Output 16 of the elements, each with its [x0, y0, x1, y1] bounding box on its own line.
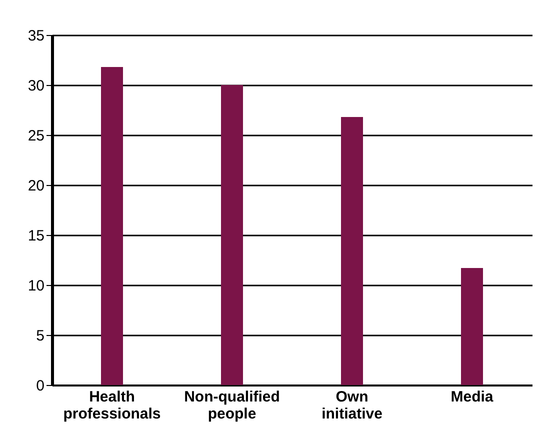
- x-tick-label: Non-qualified people: [184, 388, 280, 422]
- y-tick-label: 5: [36, 328, 44, 344]
- y-tick-label: 25: [28, 128, 44, 144]
- x-tick-label: Own initiative: [322, 388, 382, 422]
- y-tick-label: 35: [28, 28, 44, 44]
- x-tick-label: Health professionals: [63, 388, 161, 422]
- bar: [101, 67, 123, 385]
- bar: [461, 268, 483, 385]
- y-tick-label: 30: [28, 78, 44, 94]
- y-tick-label: 20: [28, 178, 44, 194]
- y-tick-label: 10: [28, 278, 44, 294]
- y-tick-label: 15: [28, 228, 44, 244]
- y-tick-label: 0: [36, 378, 44, 394]
- bar: [341, 117, 363, 385]
- x-tick-label: Media: [450, 388, 494, 406]
- bar: [221, 85, 243, 385]
